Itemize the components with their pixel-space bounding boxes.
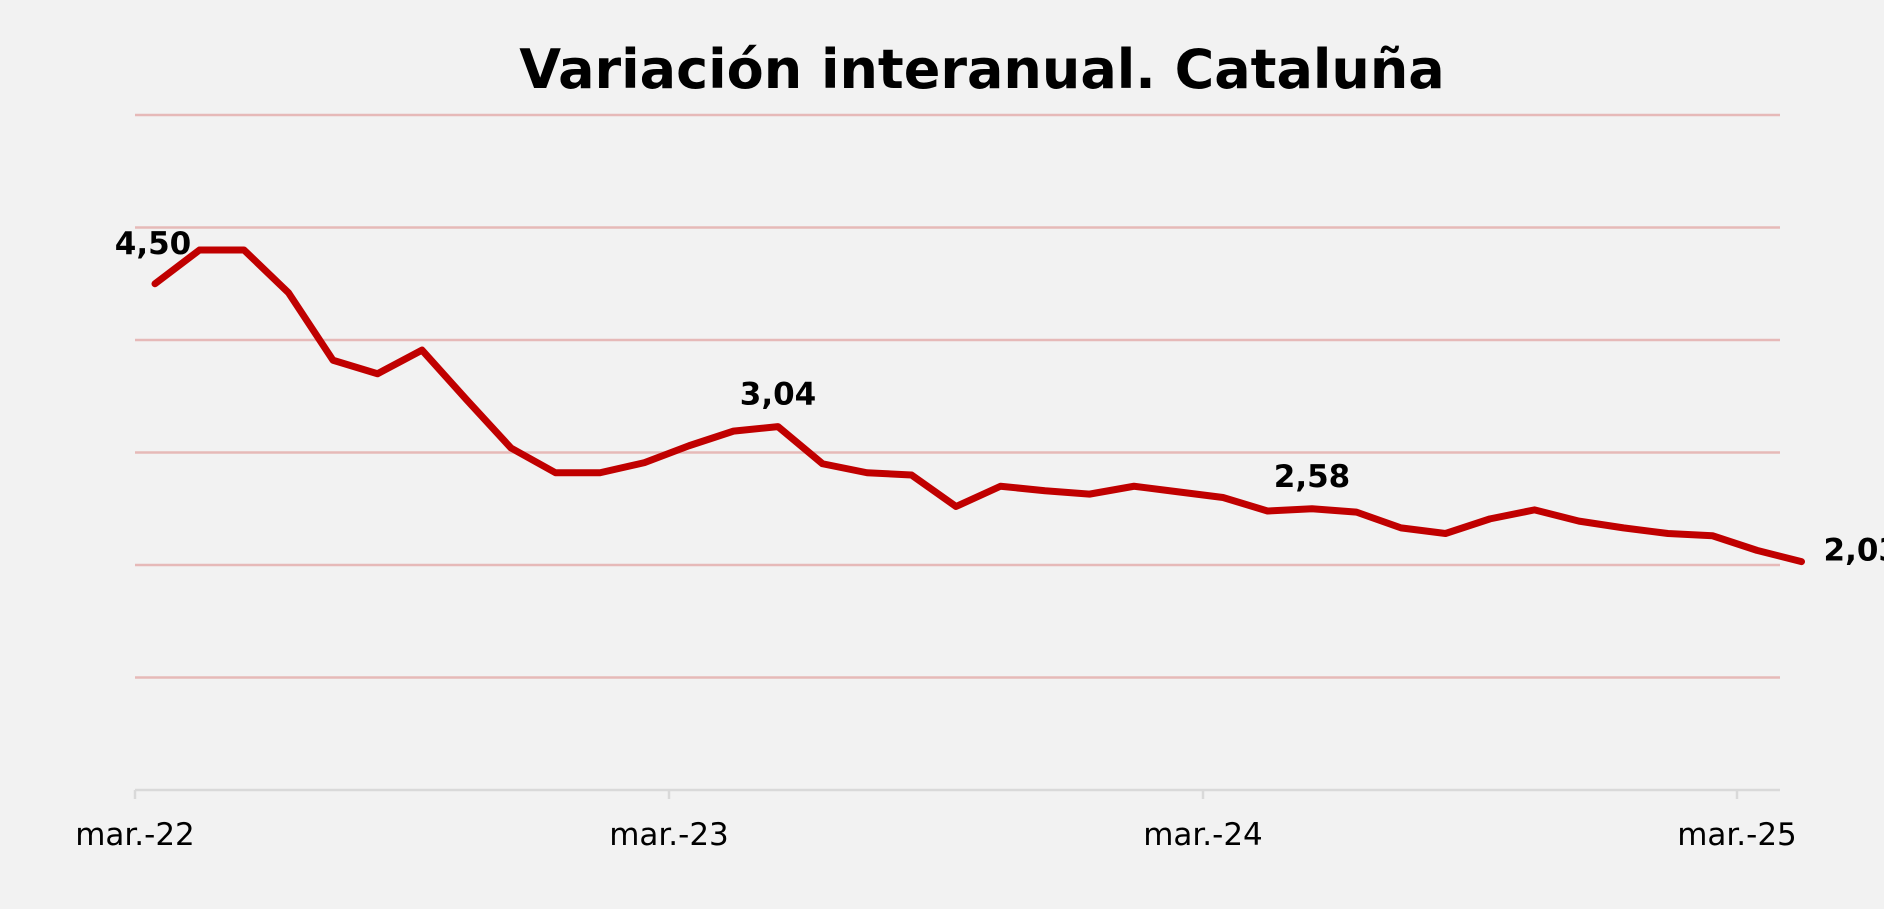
data-point bbox=[1354, 510, 1359, 515]
data-point bbox=[509, 446, 513, 450]
series-line bbox=[151, 246, 1805, 566]
data-label: 3,04 bbox=[740, 377, 817, 413]
data-labels: 4,50 3,04 2,58 2,03 bbox=[115, 226, 1884, 569]
data-point bbox=[998, 484, 1003, 489]
data-point bbox=[1043, 488, 1047, 493]
chart-title: Variación interanual. Cataluña bbox=[519, 38, 1445, 101]
x-tick-label: mar.-25 bbox=[1677, 817, 1797, 853]
data-point bbox=[687, 443, 691, 448]
x-ticks: mar.-22 mar.-23 mar.-24 mar.-25 bbox=[75, 790, 1797, 853]
data-point bbox=[1666, 531, 1670, 536]
data-point bbox=[242, 248, 246, 252]
data-point bbox=[1087, 492, 1092, 497]
data-label: 4,50 bbox=[115, 226, 192, 262]
series-group bbox=[151, 246, 1805, 566]
data-point bbox=[331, 358, 335, 363]
data-point bbox=[1399, 525, 1403, 530]
data-point bbox=[375, 371, 380, 376]
data-point bbox=[1488, 516, 1492, 521]
data-point bbox=[1710, 533, 1715, 538]
data-point bbox=[1265, 509, 1270, 513]
x-tick-label: mar.-23 bbox=[609, 817, 729, 853]
data-point bbox=[1310, 506, 1314, 511]
data-point bbox=[1443, 531, 1448, 536]
data-point bbox=[153, 281, 157, 286]
data-point bbox=[954, 504, 958, 509]
data-point bbox=[464, 397, 469, 402]
data-point bbox=[197, 248, 202, 252]
x-tick-label: mar.-22 bbox=[75, 817, 195, 853]
data-label: 2,58 bbox=[1274, 459, 1351, 495]
data-point bbox=[1755, 548, 1759, 553]
data-point bbox=[598, 470, 602, 475]
data-point bbox=[642, 460, 647, 465]
data-point bbox=[1621, 525, 1626, 530]
data-label: 2,03 bbox=[1824, 533, 1884, 569]
data-point bbox=[731, 429, 736, 434]
data-point bbox=[865, 470, 869, 475]
data-point bbox=[1532, 507, 1537, 512]
data-point bbox=[776, 424, 780, 429]
data-point bbox=[909, 473, 914, 477]
gridlines bbox=[135, 113, 1780, 679]
data-point bbox=[1176, 489, 1181, 494]
data-point bbox=[420, 348, 424, 353]
data-point bbox=[286, 290, 291, 295]
data-point bbox=[1132, 484, 1136, 489]
x-tick-label: mar.-24 bbox=[1143, 817, 1263, 853]
data-point bbox=[820, 461, 825, 466]
data-point bbox=[1577, 519, 1581, 524]
data-point bbox=[1221, 495, 1225, 500]
data-point bbox=[553, 470, 558, 475]
data-point bbox=[1799, 559, 1804, 564]
